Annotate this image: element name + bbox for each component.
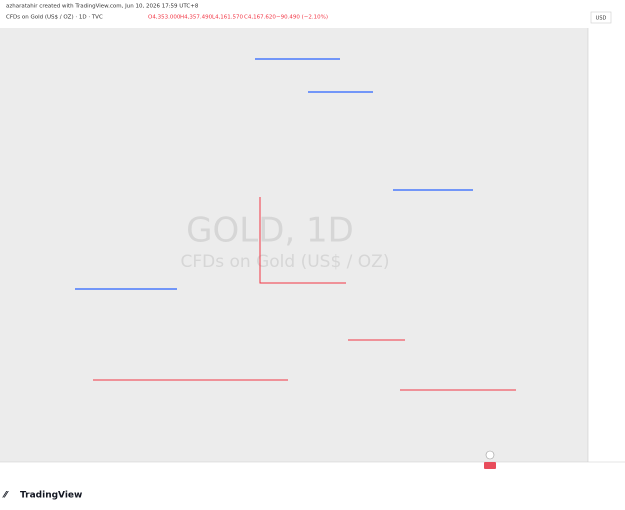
currency: USD [596,16,607,22]
brand: TradingView [20,491,82,501]
brand-logo: ⁄⁄ [2,491,10,501]
ohlc-low: L4,161.570 [212,15,244,21]
watermark: GOLD, 1D [186,211,354,251]
ohlc-open: O4,353.000 [148,15,181,21]
ohlc-close: C4,167.620 [244,15,276,21]
ohlc-change: −90.490 (−2.10%) [276,15,328,21]
watermark-sub: CFDs on Gold (US$ / OZ) [181,252,390,272]
symbol: CFDs on Gold (US$ / OZ) · 1D · TVC [6,15,103,21]
credit: azharatahir created with TradingView.com… [6,4,199,10]
ohlc-high: H4,357.490 [180,15,213,21]
